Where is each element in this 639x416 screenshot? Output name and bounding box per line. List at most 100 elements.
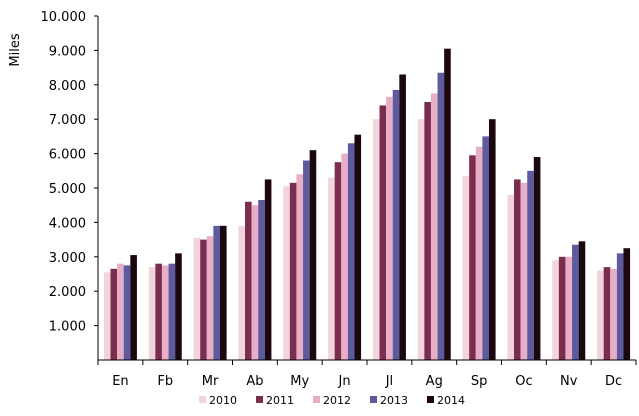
bar-ag-2010	[417, 119, 425, 360]
y-tick-label: 8.000	[49, 79, 86, 94]
legend-swatch-2010	[199, 396, 206, 403]
legend-label-2011: 2011	[266, 394, 294, 407]
x-tick-label: Sp	[471, 374, 488, 389]
bar-dc-2014	[623, 248, 631, 360]
legend-swatch-2011	[256, 396, 263, 403]
y-tick-label: 5.000	[49, 182, 86, 197]
bar-sp-2012	[475, 146, 483, 360]
y-axis: 1.000 2.000 3.000 4.000 5.000 6.000 7.000 8.000…	[41, 10, 98, 335]
bar-my-2012	[296, 174, 304, 360]
x-tick-label: Jl	[385, 374, 393, 389]
y-tick-label: 10.000	[41, 10, 87, 25]
bar-jl-2010	[372, 119, 380, 360]
bar-dc-2010	[597, 270, 604, 360]
bar-jn-2014	[354, 134, 362, 360]
bar-dc-2013	[616, 253, 624, 360]
y-tick-label: 7.000	[49, 113, 86, 128]
legend-label-2013: 2013	[380, 394, 408, 407]
bar-en-2014	[130, 255, 137, 360]
bar-oc-2014	[533, 157, 541, 360]
bar-sp-2013	[482, 136, 489, 360]
y-tick-label: 6.000	[49, 148, 86, 163]
y-tick-label: 1.000	[49, 320, 86, 335]
y-tick-label: 2.000	[49, 285, 86, 300]
bar-oc-2012	[520, 182, 528, 360]
x-tick-label: Ab	[246, 374, 263, 389]
bar-mr-2010	[193, 237, 201, 360]
x-axis: En Fb Mr Ab My Jn Jl Ag Sp Oc Nv Dc	[112, 374, 622, 389]
bar-ab-2014	[264, 179, 272, 360]
x-tick-label: Dc	[605, 374, 622, 389]
x-tick-label: Jn	[338, 374, 351, 389]
x-tick-label: Ag	[426, 374, 443, 389]
bar-mr-2011	[200, 239, 207, 360]
bar-mr-2013	[213, 225, 220, 360]
bar-fb-2011	[155, 263, 162, 360]
bar-jn-2013	[347, 143, 355, 360]
bar-en-2013	[123, 265, 131, 360]
x-tick-label: My	[290, 374, 309, 389]
bar-nv-2012	[565, 256, 573, 360]
bar-my-2014	[309, 150, 317, 360]
bar-fb-2014	[175, 253, 182, 360]
bar-my-2011	[289, 182, 297, 360]
legend-label-2010: 2010	[209, 394, 237, 407]
bar-jl-2013	[392, 89, 400, 361]
x-tick-label: Nv	[560, 374, 578, 389]
bar-en-2012	[117, 263, 124, 360]
bar-en-2010	[103, 272, 111, 360]
bar-jn-2010	[328, 177, 335, 360]
bar-ab-2012	[251, 205, 259, 360]
legend-swatch-2012	[313, 396, 320, 403]
bar-nv-2013	[572, 244, 579, 360]
bars-group	[103, 48, 631, 361]
legend-label-2014: 2014	[437, 394, 465, 407]
bar-oc-2010	[507, 194, 515, 360]
bar-jl-2014	[399, 74, 406, 360]
legend-swatch-2014	[427, 396, 434, 403]
bar-jn-2012	[341, 153, 348, 360]
legend-swatch-2013	[370, 396, 377, 403]
y-tick-label: 4.000	[49, 216, 86, 231]
bar-my-2010	[283, 186, 290, 360]
bar-ab-2011	[245, 201, 252, 360]
legend-label-2012: 2012	[323, 394, 351, 407]
bar-ab-2010	[238, 225, 246, 360]
bar-dc-2011	[603, 267, 611, 360]
bar-dc-2012	[610, 268, 617, 360]
bar-ab-2013	[258, 200, 265, 360]
x-tick-label: Fb	[157, 374, 173, 389]
bar-fb-2013	[168, 263, 176, 360]
y-tick-label: 9.000	[49, 44, 86, 59]
bar-ag-2012	[430, 93, 438, 361]
bar-nv-2014	[578, 241, 586, 360]
axes-lines	[97, 16, 637, 365]
bar-my-2013	[303, 160, 310, 360]
legend: 2010 2011 2012 2013 2014	[199, 394, 465, 407]
bar-jn-2011	[334, 162, 342, 360]
bar-nv-2011	[558, 256, 566, 360]
y-tick-label: 3.000	[49, 251, 86, 266]
bar-fb-2012	[161, 265, 169, 360]
bar-oc-2011	[514, 179, 521, 360]
bar-en-2011	[110, 268, 118, 360]
bar-mr-2014	[219, 225, 227, 360]
bar-ag-2013	[437, 72, 445, 360]
bar-nv-2010	[552, 260, 559, 360]
bar-ag-2011	[424, 102, 431, 360]
bar-jl-2012	[386, 96, 393, 360]
y-axis-title: Miles	[8, 33, 23, 66]
bar-sp-2011	[469, 155, 476, 360]
bar-sp-2014	[488, 119, 496, 360]
x-tick-label: Oc	[515, 374, 532, 389]
bar-sp-2010	[462, 175, 470, 360]
bar-jl-2011	[379, 105, 387, 360]
bar-ag-2014	[444, 48, 451, 361]
x-tick-label: En	[112, 374, 128, 389]
bar-fb-2010	[148, 267, 156, 360]
bar-mr-2012	[206, 236, 214, 360]
bar-oc-2013	[527, 170, 534, 360]
x-tick-label: Mr	[202, 374, 219, 389]
